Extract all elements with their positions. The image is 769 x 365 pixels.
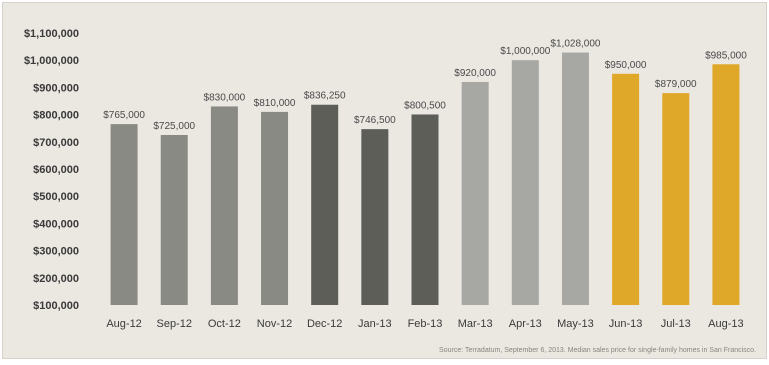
y-tick-label: $400,000	[33, 218, 79, 230]
y-tick-label: $600,000	[33, 164, 79, 176]
x-tick-label: Jul-13	[661, 318, 691, 330]
x-tick-label: Dec-12	[307, 318, 342, 330]
x-tick-label: Jun-13	[609, 318, 643, 330]
x-tick-label: May-13	[557, 318, 594, 330]
y-tick-label: $500,000	[33, 191, 79, 203]
value-label-apr-13: $1,000,000	[500, 46, 550, 57]
x-tick-label: Aug-12	[106, 318, 141, 330]
value-label-jun-13: $950,000	[605, 60, 647, 71]
x-tick-label: Apr-13	[509, 318, 542, 330]
y-tick-label: $100,000	[33, 300, 79, 312]
y-tick-label: $900,000	[33, 82, 79, 94]
value-label-feb-13: $800,500	[404, 100, 446, 111]
y-axis: $100,000 $200,000 $300,000 $400,000 $500,000…	[24, 28, 79, 312]
value-label-nov-12: $810,000	[254, 98, 296, 109]
bar-dec-12	[311, 104, 339, 306]
x-tick-label: Mar-13	[458, 318, 493, 330]
value-label-oct-12: $830,000	[204, 92, 246, 103]
x-tick-label: Jan-13	[358, 318, 392, 330]
value-label-aug-13: $985,000	[705, 50, 747, 61]
x-axis: Aug-12 Sep-12 Oct-12 Nov-12 Dec-12 Jan-13 Feb-…	[106, 318, 743, 330]
bar-aug-12	[110, 124, 138, 306]
value-label-may-13: $1,028,000	[550, 39, 600, 50]
bar-jun-13	[612, 73, 640, 305]
bar-chart: $100,000 $200,000 $300,000 $400,000 $500,000…	[24, 28, 747, 330]
bar-aug-13	[712, 64, 740, 305]
value-label-jul-13: $879,000	[655, 79, 697, 90]
bar-apr-13	[511, 60, 539, 306]
bar-may-13	[561, 52, 589, 305]
x-tick-label: Nov-12	[257, 318, 292, 330]
value-label-dec-12: $836,250	[304, 91, 346, 102]
chart-frame: $100,000 $200,000 $300,000 $400,000 $500,000…	[2, 2, 767, 359]
value-label-mar-13: $920,000	[454, 68, 496, 79]
bar-oct-12	[210, 106, 238, 305]
bar-nov-12	[261, 111, 289, 305]
x-tick-label: Aug-13	[708, 318, 743, 330]
bar-mar-13	[461, 81, 489, 306]
x-tick-label: Oct-12	[208, 318, 241, 330]
source-note: Source: Terradatum, September 6, 2013. M…	[439, 347, 756, 354]
bar-jan-13	[361, 129, 389, 305]
x-tick-label: Feb-13	[408, 318, 443, 330]
bar-jul-13	[662, 93, 690, 305]
bar-feb-13	[411, 114, 439, 306]
y-tick-label: $1,100,000	[24, 28, 79, 40]
y-tick-label: $800,000	[33, 110, 79, 122]
value-labels: $765,000 $725,000 $830,000 $810,000 $836,250…	[103, 39, 747, 132]
y-tick-label: $1,000,000	[24, 55, 79, 67]
value-label-jan-13: $746,500	[354, 115, 396, 126]
y-tick-label: $700,000	[33, 137, 79, 149]
x-tick-label: Sep-12	[156, 318, 191, 330]
value-label-sep-12: $725,000	[153, 121, 195, 132]
y-tick-label: $200,000	[33, 273, 79, 285]
y-tick-label: $300,000	[33, 246, 79, 258]
bar-sep-12	[160, 135, 188, 305]
value-label-aug-12: $765,000	[103, 110, 145, 121]
bars	[110, 52, 740, 306]
